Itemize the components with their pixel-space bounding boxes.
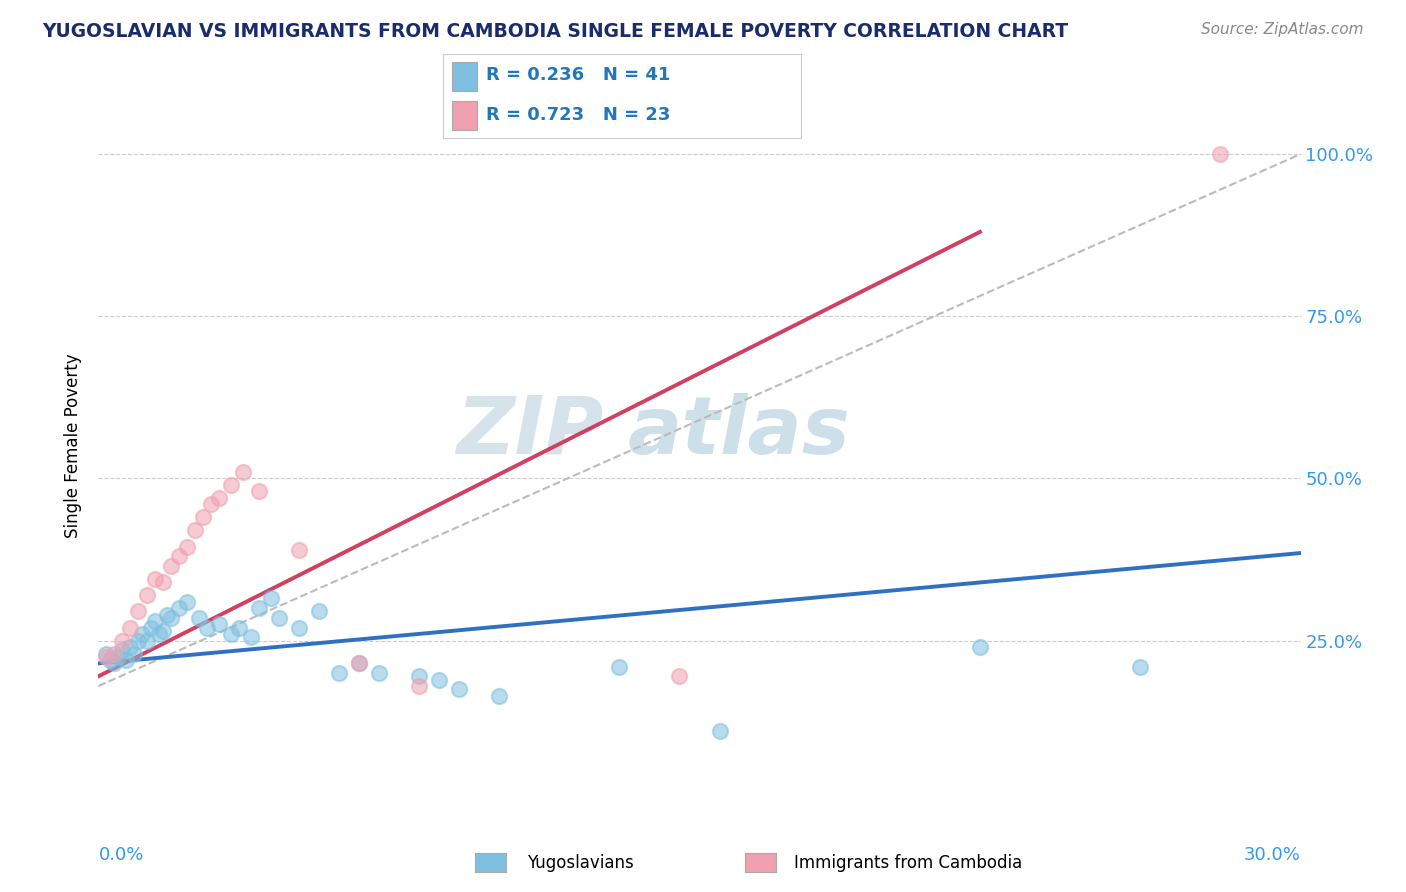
Point <box>148 627 170 641</box>
Point <box>120 621 142 635</box>
Point <box>368 666 391 681</box>
Point <box>107 649 129 664</box>
Point <box>159 611 181 625</box>
Text: Yugoslavians: Yugoslavians <box>527 854 634 871</box>
Point <box>288 621 311 635</box>
Point <box>308 604 330 618</box>
Point <box>219 478 242 492</box>
Point <box>709 724 731 739</box>
Point <box>143 572 166 586</box>
Point <box>247 601 270 615</box>
Point <box>183 524 205 538</box>
Point <box>191 510 214 524</box>
Text: Source: ZipAtlas.com: Source: ZipAtlas.com <box>1201 22 1364 37</box>
Point <box>208 617 231 632</box>
Point <box>115 653 138 667</box>
Point <box>100 653 122 667</box>
Point <box>96 649 118 664</box>
Point <box>488 689 510 703</box>
Point <box>232 465 254 479</box>
Text: YUGOSLAVIAN VS IMMIGRANTS FROM CAMBODIA SINGLE FEMALE POVERTY CORRELATION CHART: YUGOSLAVIAN VS IMMIGRANTS FROM CAMBODIA … <box>42 22 1069 41</box>
Point <box>103 657 125 671</box>
Text: R = 0.723   N = 23: R = 0.723 N = 23 <box>486 105 671 123</box>
Point <box>159 559 181 574</box>
Point <box>131 627 153 641</box>
Point <box>239 631 262 645</box>
Y-axis label: Single Female Poverty: Single Female Poverty <box>65 354 83 538</box>
Text: R = 0.236   N = 41: R = 0.236 N = 41 <box>486 66 671 84</box>
Point <box>347 657 370 671</box>
Point <box>143 614 166 628</box>
Point <box>219 627 242 641</box>
Point <box>176 540 198 554</box>
Point <box>247 484 270 499</box>
Point <box>124 647 146 661</box>
Point <box>135 633 157 648</box>
Text: Immigrants from Cambodia: Immigrants from Cambodia <box>794 854 1022 871</box>
Point <box>103 647 125 661</box>
Point <box>328 666 350 681</box>
Point <box>152 624 174 638</box>
Point <box>167 601 190 615</box>
Point <box>128 633 150 648</box>
Point <box>200 497 222 511</box>
Point <box>120 640 142 654</box>
Point <box>609 659 631 673</box>
Point <box>176 595 198 609</box>
Point <box>111 643 134 657</box>
Point <box>155 607 177 622</box>
Point <box>267 611 290 625</box>
Point <box>447 682 470 697</box>
Text: atlas: atlas <box>627 392 851 471</box>
Bar <box>451 101 477 130</box>
Point <box>408 669 430 683</box>
Point <box>111 633 134 648</box>
Point <box>139 621 162 635</box>
Point <box>668 669 690 683</box>
Point <box>187 611 209 625</box>
Point <box>208 491 231 505</box>
Point <box>152 575 174 590</box>
Bar <box>451 62 477 91</box>
Point <box>1129 659 1152 673</box>
Point <box>228 621 250 635</box>
Text: ZIP: ZIP <box>456 392 603 471</box>
Point <box>96 647 118 661</box>
Text: 0.0%: 0.0% <box>98 846 143 863</box>
Point <box>347 657 370 671</box>
Point <box>1209 147 1232 161</box>
Point <box>288 542 311 557</box>
Point <box>260 591 283 606</box>
Point <box>427 673 450 687</box>
Text: 30.0%: 30.0% <box>1244 846 1301 863</box>
Point <box>195 621 218 635</box>
Point <box>128 604 150 618</box>
Point <box>969 640 991 654</box>
Point <box>167 549 190 564</box>
Point <box>408 679 430 693</box>
Point <box>135 588 157 602</box>
